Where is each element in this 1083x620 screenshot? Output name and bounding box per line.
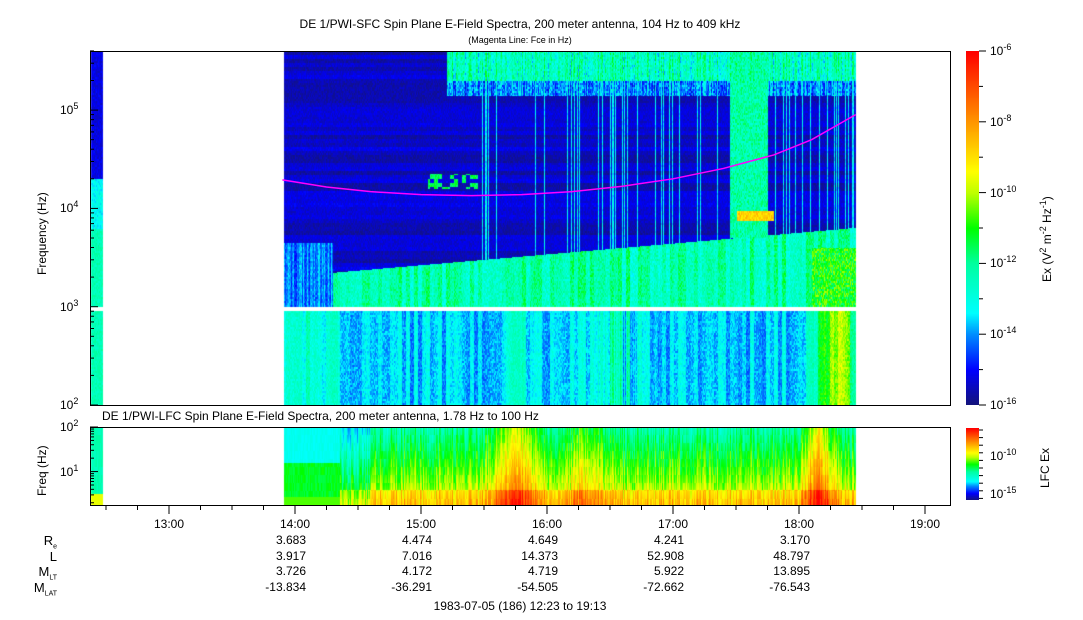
- x-tick-label: 16:00: [531, 517, 563, 531]
- sfc-colorbar-tick-label: 10-14: [990, 325, 1017, 342]
- ephemeris-value: -76.543: [769, 580, 810, 594]
- ephemeris-value: -72.662: [643, 580, 684, 594]
- ephemeris-value: 4.649: [527, 533, 558, 547]
- lfc-y-tick-label: 102: [60, 418, 79, 434]
- ephemeris-row-label: Re: [43, 533, 57, 551]
- x-tick-label: 19:00: [909, 517, 941, 531]
- ephemeris-value: 48.797: [773, 549, 810, 563]
- ephemeris-row-label: MLT: [38, 564, 58, 582]
- ephemeris-value: 3.170: [779, 533, 810, 547]
- ephemeris-value: 4.172: [401, 564, 432, 578]
- sfc-plot-frame: [90, 51, 951, 406]
- ephemeris-value: 14.373: [521, 549, 558, 563]
- fce-line: [282, 113, 857, 197]
- x-tick-label: 15:00: [405, 517, 437, 531]
- ephemeris-value: -54.505: [517, 580, 558, 594]
- ephemeris-value: 5.922: [653, 564, 684, 578]
- ephemeris-value: 3.726: [275, 564, 306, 578]
- ephemeris-value: 3.683: [275, 533, 306, 547]
- lfc-colorbar-tick-label: 10-15: [990, 485, 1017, 501]
- ephemeris-value: 52.908: [647, 549, 684, 563]
- lfc-colorbar: [966, 428, 979, 500]
- sfc-y-tick-label: 102: [60, 396, 79, 412]
- sfc-spectrogram: [90, 51, 950, 405]
- sfc-colorbar-tick-label: 10-10: [990, 183, 1017, 200]
- sfc-y-tick-label: 105: [60, 101, 79, 118]
- ephemeris-value: -36.291: [391, 580, 432, 594]
- ephemeris-value: -13.834: [265, 580, 306, 594]
- sfc-colorbar: [966, 51, 979, 405]
- footer-date-range: 1983-07-05 (186) 12:23 to 19:13: [433, 599, 607, 613]
- ephemeris-value: 4.241: [653, 533, 684, 547]
- sfc-title: DE 1/PWI-SFC Spin Plane E-Field Spectra,…: [299, 17, 741, 31]
- lfc-title: DE 1/PWI-LFC Spin Plane E-Field Spectra,…: [102, 409, 539, 423]
- sfc-y-tick-label: 103: [60, 297, 79, 314]
- sfc-colorbar-tick-label: 10-6: [990, 42, 1012, 58]
- sfc-y-tick-label: 104: [60, 199, 79, 216]
- ephemeris-row-label: L: [49, 549, 57, 564]
- sfc-colorbar-tick-label: 10-8: [990, 112, 1012, 129]
- ephemeris-value: 3.917: [275, 549, 306, 563]
- lfc-y-tick-label: 101: [60, 462, 79, 479]
- x-tick-label: 17:00: [657, 517, 689, 531]
- lfc-plot-frame: [90, 427, 951, 506]
- ephemeris-value: 4.719: [527, 564, 558, 578]
- lfc-colorbar-tick-label: 10-10: [990, 447, 1017, 463]
- ephemeris-value: 13.895: [773, 564, 810, 578]
- ephemeris-value: 4.474: [401, 533, 432, 547]
- ephemeris-row-label: MLAT: [33, 580, 57, 598]
- x-tick-label: 18:00: [783, 517, 815, 531]
- sfc-colorbar-tick-label: 10-12: [990, 254, 1017, 271]
- x-tick-label: 14:00: [279, 517, 311, 531]
- sfc-subtitle: (Magenta Line: Fce in Hz): [468, 35, 572, 45]
- ephemeris-value: 7.016: [401, 549, 432, 563]
- sfc-colorbar-tick-label: 10-16: [990, 396, 1017, 412]
- lfc-spectrogram: [90, 427, 950, 505]
- x-tick-label: 13:00: [153, 517, 185, 531]
